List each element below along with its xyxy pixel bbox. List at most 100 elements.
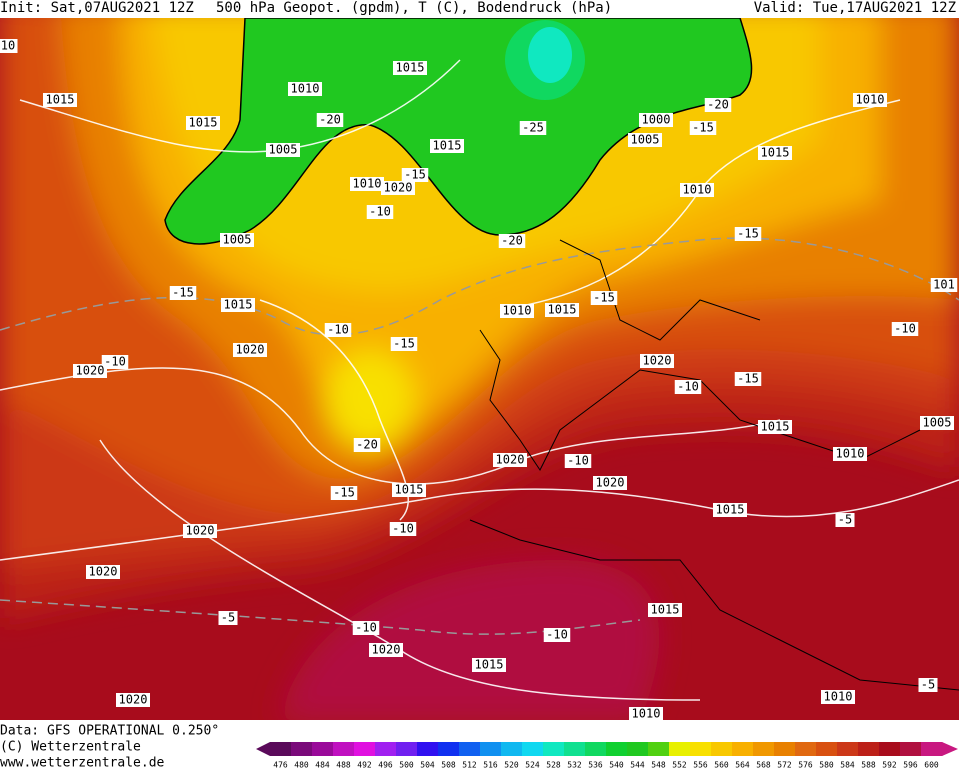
contour-label: 1020 <box>186 524 215 538</box>
label-box <box>183 524 217 538</box>
contour-label: -20 <box>356 438 378 452</box>
label-box <box>680 183 714 197</box>
contour-label: -15 <box>737 227 759 241</box>
colorbar-swatch <box>879 742 901 756</box>
label-box <box>266 143 300 157</box>
label-box <box>920 416 954 430</box>
colorbar-label: 596 <box>903 761 918 770</box>
contour-label: 1020 <box>372 643 401 657</box>
colorbar-label: 544 <box>630 761 645 770</box>
label-box <box>930 278 958 292</box>
label-box <box>381 181 415 195</box>
contour-label: -15 <box>737 372 759 386</box>
colorbar-swatch <box>543 742 565 756</box>
label-box <box>288 82 322 96</box>
contour-label: -15 <box>333 486 355 500</box>
contour-label: -5 <box>921 678 935 692</box>
colorbar-label: 572 <box>777 761 792 770</box>
map-title: 500 hPa Geopot. (gpdm), T (C), Bodendruc… <box>216 0 612 16</box>
label-box <box>169 286 197 300</box>
label-box <box>186 116 220 130</box>
label-box <box>493 453 527 467</box>
colorbar-swatch <box>522 742 544 756</box>
contour-label: -20 <box>707 98 729 112</box>
label-box <box>704 98 732 112</box>
contour-label: 1015 <box>651 603 680 617</box>
contour-label: 1015 <box>548 303 577 317</box>
contour-label: 1015 <box>761 420 790 434</box>
contour-label: 1015 <box>46 93 75 107</box>
contour-label: -5 <box>221 611 235 625</box>
label-box <box>758 146 792 160</box>
colorbar-label: 516 <box>483 761 498 770</box>
contour-label: 1020 <box>76 364 105 378</box>
label-box <box>639 113 673 127</box>
label-box <box>218 611 238 625</box>
label-box <box>629 707 663 721</box>
contour-label: -10 <box>894 322 916 336</box>
label-box <box>221 298 255 312</box>
colorbar-swatch <box>375 742 397 756</box>
label-box <box>891 322 919 336</box>
colorbar-label: 528 <box>546 761 561 770</box>
colorbar-label: 492 <box>357 761 372 770</box>
label-box <box>543 628 571 642</box>
label-box <box>833 447 867 461</box>
label-box <box>593 476 627 490</box>
colorbar-swatch <box>312 742 334 756</box>
colorbar-swatch <box>711 742 733 756</box>
colorbar-label: 500 <box>399 761 414 770</box>
contour-label: 1020 <box>236 343 265 357</box>
contour-label: 1005 <box>631 133 660 147</box>
colorbar-label: 496 <box>378 761 393 770</box>
label-box <box>350 177 384 191</box>
label-box <box>389 522 417 536</box>
colorbar-swatch <box>564 742 586 756</box>
colorbar-swatch <box>816 742 838 756</box>
colorbar-swatch <box>480 742 502 756</box>
colorbar-label: 532 <box>567 761 582 770</box>
colorbar-swatch <box>627 742 649 756</box>
contour-label: 1020 <box>119 693 148 707</box>
contour-label: 1010 <box>503 304 532 318</box>
label-box <box>674 380 702 394</box>
contour-label: 1010 <box>632 707 661 721</box>
colorbar-swatch <box>459 742 481 756</box>
label-box <box>43 93 77 107</box>
contour-label: -20 <box>319 113 341 127</box>
init-label: Init: Sat,07AUG2021 12Z <box>0 0 194 16</box>
contour-label: 1015 <box>475 658 504 672</box>
contour-label: 1010 <box>836 447 865 461</box>
colorbar-swatch <box>585 742 607 756</box>
colorbar-label: 484 <box>315 761 330 770</box>
label-box <box>519 121 547 135</box>
contour-label: -10 <box>677 380 699 394</box>
contour-label: 1020 <box>384 181 413 195</box>
colorbar-swatch <box>753 742 775 756</box>
colorbar-label: 564 <box>735 761 750 770</box>
contour-label: 101 <box>933 278 955 292</box>
label-box <box>73 364 107 378</box>
colorbar-label: 584 <box>840 761 855 770</box>
contour-label: -15 <box>692 121 714 135</box>
contour-label: 1005 <box>923 416 952 430</box>
colorbar-swatch <box>417 742 439 756</box>
colorbar-swatch <box>858 742 880 756</box>
contour-label: 1010 <box>856 93 885 107</box>
colorbar-swatch <box>669 742 691 756</box>
label-box <box>640 354 674 368</box>
contour-label: 1005 <box>223 233 252 247</box>
colorbar-swatch <box>774 742 796 756</box>
label-box <box>918 678 938 692</box>
colorbar-swatch <box>438 742 460 756</box>
valid-label: Valid: Tue,17AUG2021 12Z <box>754 0 956 16</box>
contour-label: 1015 <box>189 116 218 130</box>
label-box <box>0 39 18 53</box>
label-box <box>472 658 506 672</box>
label-box <box>330 486 358 500</box>
label-box <box>220 233 254 247</box>
contour-label: 10 <box>1 39 15 53</box>
label-box <box>713 503 747 517</box>
site-url: www.wetterzentrale.de <box>0 756 165 770</box>
